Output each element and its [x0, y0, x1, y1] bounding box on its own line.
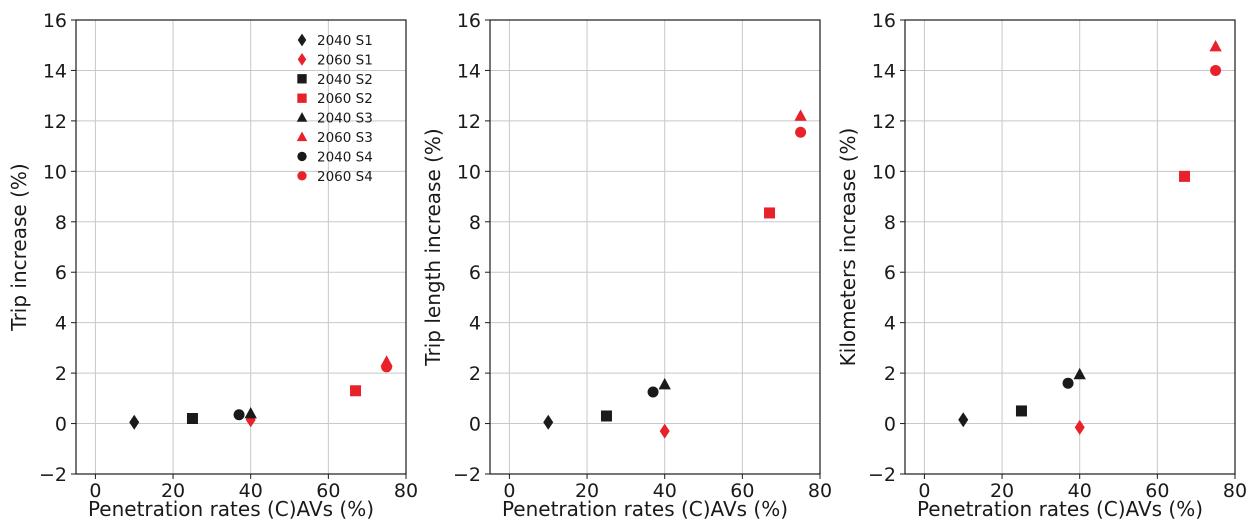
y-tick-label: 2: [884, 363, 896, 385]
legend-marker: [297, 74, 307, 84]
y-tick-label: 4: [55, 313, 67, 335]
y-axis-label: Trip increase (%): [7, 163, 31, 331]
y-axis-label: Trip length increase (%): [421, 128, 445, 366]
data-point: [233, 409, 245, 421]
x-axis-label: Penetration rates (C)AVs (%): [88, 497, 374, 521]
data-point: [658, 377, 671, 390]
y-tick-label: −2: [868, 464, 896, 486]
y-tick-label: 10: [457, 161, 481, 183]
legend-marker: [297, 93, 307, 103]
data-point: [659, 423, 670, 439]
x-tick-label: 20: [990, 480, 1014, 502]
legend-marker: [297, 53, 307, 66]
x-tick-label: 60: [316, 480, 340, 502]
x-tick-label: 20: [575, 480, 599, 502]
x-tick-label: 0: [503, 480, 515, 502]
y-tick-label: 4: [469, 313, 481, 335]
y-tick-label: 14: [872, 60, 896, 82]
data-point: [794, 109, 807, 121]
x-tick-label: 80: [808, 480, 832, 502]
legend-marker: [296, 131, 308, 142]
x-tick-label: 40: [239, 480, 263, 502]
legend-marker: [297, 171, 307, 181]
chart-panel-1: 0 20 40 60 80 −2 0 2 4 6 8 10 12 14 16 Penetration rate…: [7, 10, 418, 521]
x-tick-label: 60: [730, 480, 754, 502]
data-point: [1179, 170, 1191, 182]
y-tick-label: −2: [453, 464, 481, 486]
legend-label: 2040 S4: [317, 149, 373, 165]
y-tick-label: 2: [55, 363, 67, 385]
y-tick-label: −2: [39, 464, 67, 486]
y-tick-label: 2: [469, 363, 481, 385]
data-point: [958, 412, 969, 428]
y-tick-label: 12: [872, 111, 896, 133]
x-tick-label: 0: [918, 480, 930, 502]
chart-panel-3: 0 20 40 60 80 −2 0 2 4 6 8 10 12 14 16 Penetration rate…: [836, 10, 1247, 521]
data-point: [600, 410, 612, 422]
data-point: [350, 385, 362, 397]
y-tick-label: 10: [43, 161, 67, 183]
plot-frame: [489, 19, 821, 475]
data-point: [186, 413, 198, 425]
y-tick-label: 10: [872, 161, 896, 183]
x-tick-label: 80: [394, 480, 418, 502]
x-tick-label: 80: [1223, 480, 1247, 502]
plot-frame: [904, 19, 1236, 475]
legend-label: 2060 S1: [317, 52, 373, 68]
x-tick-label: 0: [89, 480, 101, 502]
legend-marker: [297, 33, 307, 47]
data-point: [1210, 64, 1222, 76]
legend-marker: [297, 151, 307, 162]
y-tick-label: 14: [43, 60, 67, 82]
x-tick-label: 40: [1068, 480, 1092, 502]
data-point: [1074, 419, 1085, 435]
y-tick-label: 16: [872, 10, 896, 32]
x-tick-label: 40: [653, 480, 677, 502]
legend-label: 2060 S4: [317, 169, 373, 185]
legend-label: 2040 S2: [317, 72, 373, 88]
legend: 2040 S1 2060 S1 2040 S2 2060 S2 2040 S3 2060 …: [296, 33, 373, 185]
x-tick-label: 20: [161, 480, 185, 502]
x-axis-label: Penetration rates (C)AVs (%): [917, 497, 1203, 521]
x-axis-label: Penetration rates (C)AVs (%): [502, 497, 788, 521]
data-point: [543, 414, 554, 430]
y-tick-label: 14: [457, 60, 481, 82]
data-point: [1209, 39, 1222, 52]
x-tick-label: 60: [1145, 480, 1169, 502]
data-point: [1015, 405, 1027, 417]
y-tick-label: 12: [457, 111, 481, 133]
y-tick-label: 16: [457, 10, 481, 32]
y-tick-label: 0: [884, 414, 896, 436]
y-axis-label: Kilometers increase (%): [836, 128, 860, 367]
chart-panel-2: 0 20 40 60 80 −2 0 2 4 6 8 10 12 14 16 Penetration rate…: [421, 10, 832, 521]
y-tick-label: 6: [884, 262, 896, 284]
y-tick-label: 16: [43, 10, 67, 32]
y-tick-label: 6: [469, 262, 481, 284]
data-point: [1062, 377, 1074, 389]
y-tick-label: 0: [469, 414, 481, 436]
y-tick-label: 4: [884, 313, 896, 335]
y-tick-label: 8: [884, 212, 896, 234]
data-point: [129, 414, 140, 430]
legend-label: 2060 S3: [317, 130, 373, 146]
y-tick-label: 8: [469, 212, 481, 234]
legend-label: 2060 S2: [317, 91, 373, 107]
data-point: [795, 126, 807, 138]
data-point: [381, 361, 393, 373]
data-point: [244, 406, 257, 419]
data-point: [1073, 367, 1086, 380]
y-tick-label: 8: [55, 212, 67, 234]
legend-marker: [296, 112, 308, 122]
data-point: [764, 207, 776, 219]
legend-label: 2040 S3: [317, 111, 373, 127]
y-tick-label: 12: [43, 111, 67, 133]
plot-frame: [75, 19, 407, 475]
y-tick-label: 6: [55, 262, 67, 284]
y-tick-label: 0: [55, 414, 67, 436]
legend-label: 2040 S1: [317, 33, 373, 49]
data-point: [647, 386, 659, 398]
